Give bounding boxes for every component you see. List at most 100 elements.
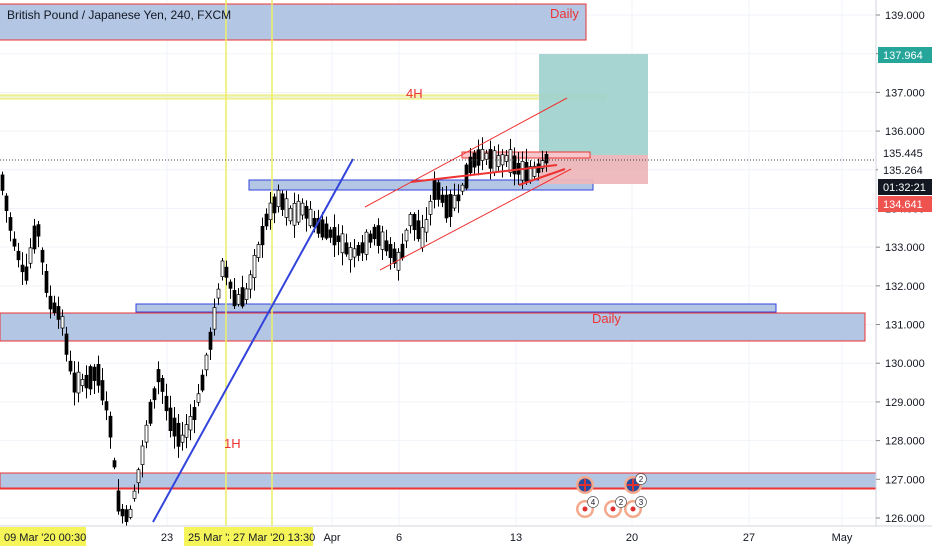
time-tick-label: 20 xyxy=(626,532,638,544)
candle xyxy=(496,155,501,167)
time-axis-background xyxy=(0,526,932,550)
candle xyxy=(508,149,513,173)
time-tick-label: 23 xyxy=(161,532,173,544)
daily-zone-middle xyxy=(0,312,866,342)
candle xyxy=(468,156,473,174)
candle xyxy=(288,207,293,222)
candle xyxy=(480,149,485,161)
price-axis-background xyxy=(876,0,932,526)
candle xyxy=(128,508,133,518)
candle xyxy=(84,374,89,389)
candle xyxy=(252,254,257,279)
event-count-badge xyxy=(635,496,647,508)
candle xyxy=(36,224,41,237)
time-highlight-bg xyxy=(229,527,313,546)
candle xyxy=(348,247,353,261)
channel-upper-line xyxy=(364,97,568,208)
candle xyxy=(40,249,45,263)
candles xyxy=(0,137,549,528)
wedge-upper-line xyxy=(410,164,558,183)
candle xyxy=(168,407,173,432)
price-tag-entry: 135.264 xyxy=(883,165,923,177)
candle xyxy=(112,460,117,468)
events: 4 2 2 3 xyxy=(576,473,647,518)
candle xyxy=(324,223,329,239)
candle xyxy=(300,202,305,216)
candle xyxy=(240,287,245,307)
candle xyxy=(260,225,265,246)
candle xyxy=(28,247,33,264)
candle xyxy=(140,445,145,466)
candle xyxy=(432,179,437,200)
candle xyxy=(0,174,5,191)
candle xyxy=(64,333,69,355)
candle xyxy=(456,194,461,202)
candle xyxy=(376,225,381,246)
candle xyxy=(48,295,53,310)
candle xyxy=(504,155,509,162)
jp-flag-icon xyxy=(630,506,636,512)
trend-lines xyxy=(152,97,572,523)
candle xyxy=(452,194,457,209)
candle xyxy=(172,417,177,437)
candle xyxy=(88,366,93,390)
candle xyxy=(12,238,17,247)
zone-label-daily-top: Daily xyxy=(550,6,579,21)
time-tick-label: 27 xyxy=(743,532,755,544)
wedge-lower-line xyxy=(518,168,566,186)
candle xyxy=(200,374,205,391)
candle xyxy=(320,219,325,238)
zones xyxy=(0,0,881,526)
candle xyxy=(160,377,165,392)
daily-zone-bottom xyxy=(0,472,881,490)
candle xyxy=(4,195,9,211)
candle xyxy=(384,240,389,252)
candle xyxy=(412,213,417,231)
candle xyxy=(52,302,57,313)
price-tag-current: 135.445 xyxy=(883,148,923,160)
time-tick-label: May xyxy=(832,532,853,544)
price-tag-stop-bg xyxy=(878,196,932,212)
candle xyxy=(176,422,181,447)
candle xyxy=(476,149,481,166)
event-count-label: 2 xyxy=(639,475,644,484)
candle xyxy=(96,363,101,386)
candle xyxy=(404,229,409,242)
candle xyxy=(192,407,197,420)
zone-label-4h: 4H xyxy=(406,86,423,101)
uk-flag-icon xyxy=(576,476,594,494)
candle xyxy=(408,214,413,227)
price-tag-target: 137.964 xyxy=(883,50,923,62)
candle xyxy=(24,266,29,281)
price-tag-target-bg xyxy=(878,47,932,63)
candle xyxy=(304,206,309,219)
jp-flag-icon xyxy=(582,506,588,512)
time-highlight-label: 27 Mar '20 13:30 xyxy=(233,532,315,544)
candle xyxy=(420,227,425,248)
candle xyxy=(380,231,385,250)
candle xyxy=(184,424,189,438)
candle xyxy=(100,380,105,401)
candle xyxy=(396,252,401,271)
target-area xyxy=(539,54,648,170)
candle xyxy=(328,229,333,238)
event-count-badge xyxy=(587,496,599,508)
candle xyxy=(188,416,193,431)
price-tick-label: 131.000 xyxy=(885,320,925,332)
candle xyxy=(372,226,377,240)
candle xyxy=(360,242,365,254)
price-tick-label: 139.000 xyxy=(885,10,925,22)
candle xyxy=(400,243,405,259)
jp-flag-icon xyxy=(610,506,616,512)
price-tick-label: 132.000 xyxy=(885,281,925,293)
candle xyxy=(264,213,269,227)
price-tick-label: 136.000 xyxy=(885,126,925,138)
candle xyxy=(224,266,229,278)
time-highlight-label: 09 Mar '20 00:30 xyxy=(4,532,86,544)
candle xyxy=(388,244,393,259)
candle xyxy=(92,366,97,381)
candle xyxy=(332,227,337,246)
candle xyxy=(156,369,161,383)
